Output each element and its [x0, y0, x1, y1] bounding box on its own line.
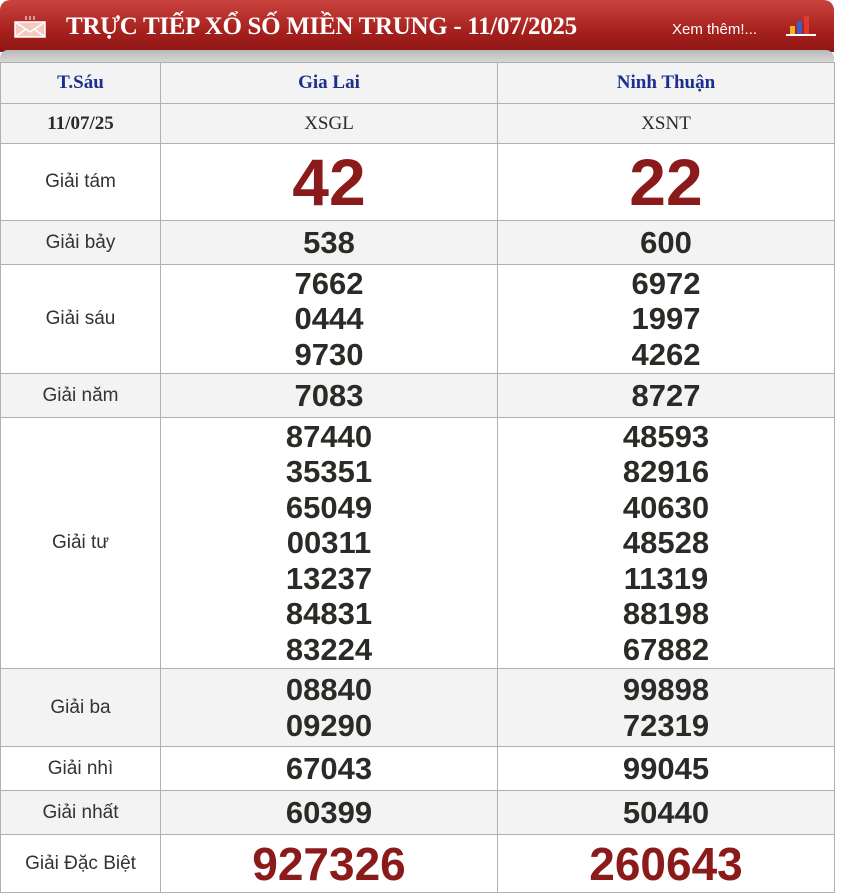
prize-label: Giải bảy — [0, 220, 161, 265]
prize-number: 4262 — [631, 336, 701, 372]
prize-number: 42 — [292, 145, 366, 219]
prize-number: 35351 — [285, 454, 373, 490]
prize-cell: 50440 — [497, 790, 835, 835]
prize-number: 11319 — [623, 560, 709, 596]
prize-cell: 7083 — [160, 373, 498, 418]
prize-cell: 260643 — [497, 834, 835, 893]
prize-cell: 42 — [160, 143, 498, 221]
province-ninh-thuan[interactable]: Ninh Thuận — [497, 62, 835, 104]
prize-number: 22 — [629, 145, 703, 219]
prize-label: Giải tám — [0, 143, 161, 221]
prize-row: Giải bảy 538 600 — [0, 220, 835, 265]
prize-number: 8727 — [631, 377, 701, 413]
prize-cell: 538 — [160, 220, 498, 265]
prize-number: 09290 — [285, 707, 373, 743]
prize-label: Giải nhì — [0, 746, 161, 791]
draw-date: 11/07/25 — [0, 103, 161, 144]
prize-cell: 87440 35351 65049 00311 13237 84831 83224 — [160, 417, 498, 669]
prize-cell: 67043 — [160, 746, 498, 791]
prize-number: 48593 — [622, 418, 710, 454]
prize-number: 65049 — [285, 489, 373, 525]
prize-label: Giải sáu — [0, 264, 161, 374]
prize-number: 08840 — [285, 672, 373, 707]
bar-chart-icon[interactable] — [786, 14, 816, 36]
prize-number: 00311 — [286, 525, 372, 561]
prize-number: 6972 — [631, 265, 701, 301]
prize-cell: 6972 1997 4262 — [497, 264, 835, 374]
prize-number: 72319 — [622, 707, 710, 743]
results-table: T.Sáu Gia Lai Ninh Thuận 11/07/25 XSGL X… — [0, 62, 835, 893]
prize-label: Giải ba — [0, 668, 161, 747]
code-row: 11/07/25 XSGL XSNT — [0, 103, 835, 144]
prize-number: 7662 — [294, 265, 364, 301]
mail-icon — [14, 16, 46, 38]
prize-number: 84831 — [285, 596, 373, 632]
prize-number: 60399 — [285, 794, 373, 830]
prize-cell: 22 — [497, 143, 835, 221]
prize-row: Giải Đặc Biệt 927326 260643 — [0, 834, 835, 893]
prize-row: Giải tám 42 22 — [0, 143, 835, 221]
prize-number: 1997 — [631, 301, 701, 337]
prize-number: 0444 — [294, 301, 364, 337]
prize-row: Giải ba 08840 09290 99898 72319 — [0, 668, 835, 747]
prize-number: 82916 — [622, 454, 710, 490]
prize-cell: 48593 82916 40630 48528 11319 88198 67882 — [497, 417, 835, 669]
prize-cell: 8727 — [497, 373, 835, 418]
prize-row: Giải tư 87440 35351 65049 00311 13237 84831 832… — [0, 417, 835, 669]
see-more-link[interactable]: Xem thêm!... — [672, 21, 758, 38]
prize-number: 67043 — [285, 750, 373, 786]
prize-cell: 600 — [497, 220, 835, 265]
province-gia-lai[interactable]: Gia Lai — [160, 62, 498, 104]
prize-number: 7083 — [294, 377, 364, 413]
prize-label: Giải năm — [0, 373, 161, 418]
results-header: TRỰC TIẾP XỔ SỐ MIỀN TRUNG - 11/07/2025 … — [0, 0, 834, 52]
province-code: XSGL — [160, 103, 498, 144]
prize-number: 99045 — [622, 750, 710, 786]
prize-label: Giải nhất — [0, 790, 161, 835]
header-divider — [0, 50, 834, 62]
prize-number: 67882 — [622, 631, 710, 667]
prize-row: Giải sáu 7662 0444 9730 6972 1997 4262 — [0, 264, 835, 374]
province-header-row: T.Sáu Gia Lai Ninh Thuận — [0, 62, 835, 104]
prize-number: 13237 — [285, 560, 373, 596]
prize-row: Giải năm 7083 8727 — [0, 373, 835, 418]
prize-number: 99898 — [622, 672, 710, 707]
prize-label: Giải Đặc Biệt — [0, 834, 161, 893]
prize-cell: 99898 72319 — [497, 668, 835, 747]
prize-number: 87440 — [285, 418, 373, 454]
prize-number: 927326 — [252, 837, 406, 890]
prize-number: 50440 — [622, 794, 710, 830]
prize-number: 600 — [640, 224, 692, 260]
prize-cell: 99045 — [497, 746, 835, 791]
province-code: XSNT — [497, 103, 835, 144]
prize-cell: 60399 — [160, 790, 498, 835]
prize-number: 83224 — [285, 631, 373, 667]
day-label: T.Sáu — [0, 62, 161, 104]
prize-cell: 7662 0444 9730 — [160, 264, 498, 374]
prize-row: Giải nhất 60399 50440 — [0, 790, 835, 835]
page-title: TRỰC TIẾP XỔ SỐ MIỀN TRUNG - 11/07/2025 — [66, 13, 577, 40]
prize-number: 9730 — [294, 336, 364, 372]
prize-row: Giải nhì 67043 99045 — [0, 746, 835, 791]
prize-number: 40630 — [622, 489, 710, 525]
prize-number: 260643 — [589, 837, 743, 890]
prize-label: Giải tư — [0, 417, 161, 669]
prize-number: 88198 — [622, 596, 710, 632]
prize-cell: 927326 — [160, 834, 498, 893]
prize-number: 48528 — [622, 525, 710, 561]
prize-number: 538 — [303, 224, 355, 260]
prize-cell: 08840 09290 — [160, 668, 498, 747]
